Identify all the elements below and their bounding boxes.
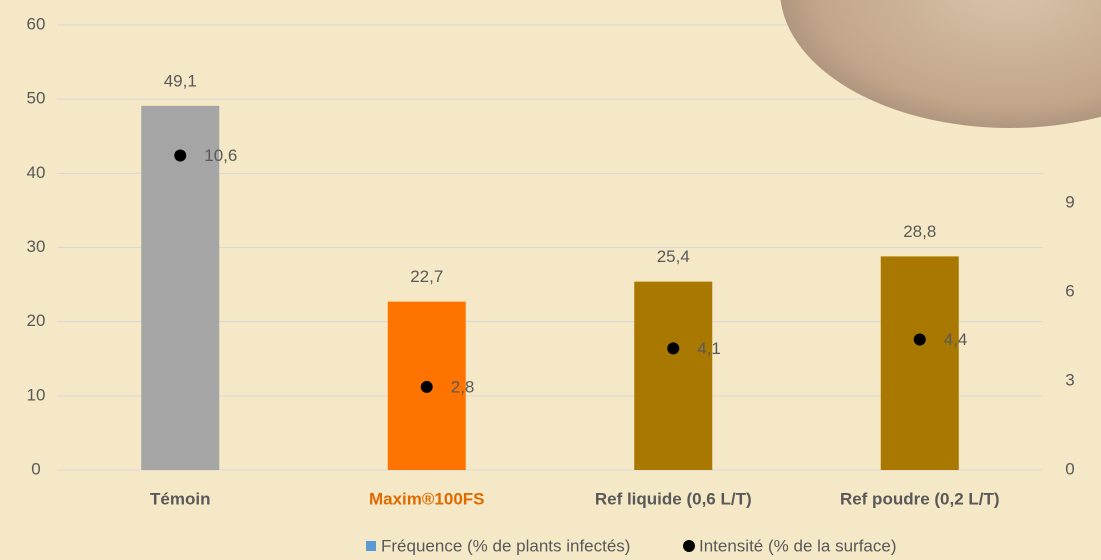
data-label: 2,8 — [451, 377, 475, 396]
data-label: 49,1 — [164, 71, 197, 90]
y2-tick-label: 0 — [1065, 459, 1074, 478]
potato-image — [780, 0, 1101, 128]
data-label: 4,4 — [944, 330, 968, 349]
data-label: 28,8 — [903, 222, 936, 241]
x-tick-label: Ref poudre (0,2 L/T) — [840, 489, 1000, 508]
data-label: 22,7 — [410, 267, 443, 286]
bar — [634, 282, 712, 470]
dot — [667, 342, 679, 354]
chart: 0 10 20 30 40 50 60 0 3 6 9 Témoin Maxim®100FS Ref li… — [0, 0, 1101, 560]
legend-item: Intensité (% de la surface) — [683, 536, 896, 555]
x-tick-label: Ref liquide (0,6 L/T) — [595, 489, 752, 508]
dot — [914, 333, 926, 345]
page: {"chart_data": {"type": "bar", "categori… — [0, 0, 1101, 560]
legend-label: Fréquence (% de plants infectés) — [381, 536, 630, 555]
y2-tick-label: 9 — [1065, 192, 1074, 211]
y2-tick-label: 6 — [1065, 281, 1074, 300]
data-label: 10,6 — [204, 146, 237, 165]
y-tick-label: 0 — [31, 459, 40, 478]
dot — [174, 150, 186, 162]
dot — [421, 381, 433, 393]
x-tick-label: Maxim®100FS — [369, 489, 485, 508]
y-tick-label: 60 — [27, 14, 46, 33]
bar — [881, 256, 959, 470]
y-tick-label: 20 — [27, 311, 46, 330]
legend-swatch — [366, 541, 376, 551]
legend-swatch — [683, 540, 695, 552]
data-label: 25,4 — [657, 247, 690, 266]
y2-tick-label: 3 — [1065, 370, 1074, 389]
data-label: 4,1 — [697, 339, 721, 358]
legend-label: Intensité (% de la surface) — [699, 536, 896, 555]
y-tick-label: 50 — [27, 89, 46, 108]
y-tick-label: 30 — [27, 237, 46, 256]
y-tick-label: 10 — [27, 385, 46, 404]
y-tick-label: 40 — [27, 163, 46, 182]
legend-item: Fréquence (% de plants infectés) — [366, 536, 630, 555]
x-tick-label: Témoin — [150, 489, 210, 508]
